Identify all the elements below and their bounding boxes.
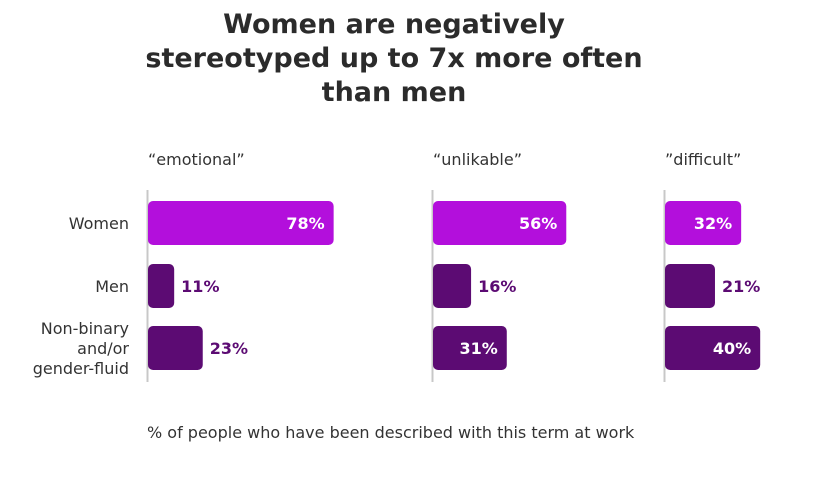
bar bbox=[665, 201, 742, 245]
chart-title-line: than men bbox=[321, 77, 467, 108]
category-label: Non-binary bbox=[41, 319, 129, 338]
data-label: 31% bbox=[459, 339, 497, 358]
data-label: 16% bbox=[478, 277, 516, 296]
bar bbox=[665, 326, 761, 370]
data-label: 56% bbox=[519, 214, 557, 233]
bar bbox=[148, 264, 175, 308]
term-label: “unlikable” bbox=[433, 150, 522, 169]
term-label: “emotional” bbox=[148, 150, 245, 169]
data-label: 32% bbox=[694, 214, 732, 233]
bar bbox=[433, 326, 507, 370]
chart-footnote: % of people who have been described with… bbox=[147, 423, 635, 442]
bar bbox=[148, 201, 334, 245]
bar bbox=[433, 201, 567, 245]
data-label: 21% bbox=[722, 277, 760, 296]
chart-title-line: stereotyped up to 7x more often bbox=[145, 43, 643, 74]
term-label: ”difficult” bbox=[665, 150, 741, 169]
category-label: and/or bbox=[77, 339, 129, 358]
chart-title-line: Women are negatively bbox=[223, 9, 565, 40]
bar bbox=[665, 264, 715, 308]
data-label: 11% bbox=[181, 277, 219, 296]
category-label: gender-fluid bbox=[33, 359, 129, 378]
bar bbox=[148, 326, 203, 370]
bar bbox=[433, 264, 472, 308]
category-label: Women bbox=[69, 214, 129, 233]
data-label: 40% bbox=[713, 339, 751, 358]
data-label: 23% bbox=[210, 339, 248, 358]
chart-title: Women are negatively stereotyped up to 7… bbox=[0, 8, 788, 110]
category-label: Men bbox=[95, 277, 129, 296]
data-label: 78% bbox=[286, 214, 324, 233]
